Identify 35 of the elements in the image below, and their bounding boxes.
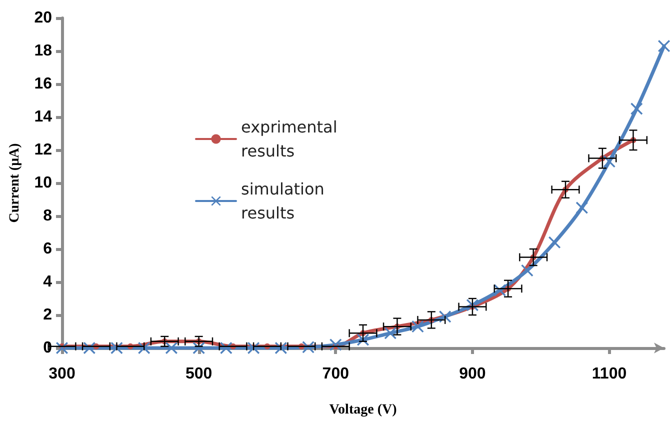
y-axis-title: Current (μA) <box>8 142 22 223</box>
x-tick-label: 900 <box>459 366 486 382</box>
y-tick-label: 2 <box>43 306 52 324</box>
x-tick-label: 700 <box>322 366 350 382</box>
point <box>548 236 561 248</box>
y-tick-label: 18 <box>34 42 52 60</box>
y-tick-label: 12 <box>34 142 52 158</box>
point <box>248 342 260 354</box>
y-tick-label: 6 <box>43 240 52 258</box>
point <box>274 342 287 354</box>
x-tick-label: 500 <box>185 366 212 382</box>
y-tick-label: 14 <box>34 108 52 126</box>
y-tick-label: 10 <box>34 174 52 192</box>
x-tick-label: 1100 <box>592 366 627 382</box>
point <box>192 342 205 354</box>
point <box>220 342 232 354</box>
point <box>165 342 178 354</box>
legend-label: exprimental results <box>241 118 342 160</box>
point <box>576 202 588 214</box>
point <box>330 338 342 351</box>
point <box>658 40 670 52</box>
y-tick-label: 20 <box>34 10 52 26</box>
point <box>83 342 96 354</box>
point <box>138 342 150 354</box>
y-tick-label: 4 <box>43 274 52 290</box>
point <box>302 341 314 354</box>
y-tick-label: 8 <box>43 208 52 224</box>
point <box>521 264 534 276</box>
x-axis-title: Voltage (V) <box>329 402 398 418</box>
point <box>630 102 643 115</box>
point <box>384 327 396 340</box>
legend-label: simulation results <box>241 180 330 222</box>
x-tick-label: 300 <box>48 366 76 382</box>
y-tick-label: 16 <box>34 76 52 92</box>
point <box>412 320 424 333</box>
